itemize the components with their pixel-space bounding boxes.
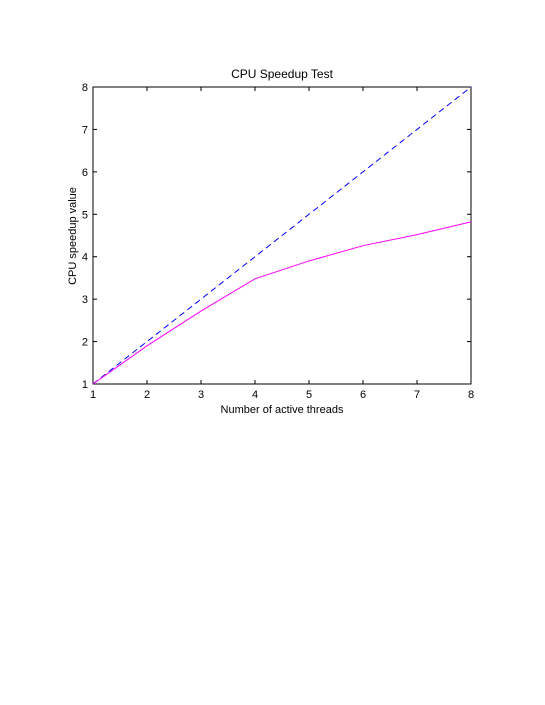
x-tick-label: 5 <box>306 389 312 401</box>
x-tick-label: 3 <box>198 389 204 401</box>
axes-box <box>92 86 472 385</box>
series-line-1 <box>92 86 472 385</box>
x-tick-label: 2 <box>144 389 150 401</box>
y-tick-label: 8 <box>82 82 88 94</box>
y-tick-label: 2 <box>82 337 88 349</box>
y-tick-label: 3 <box>82 294 88 306</box>
x-tick-label: 7 <box>414 389 420 401</box>
y-tick-label: 7 <box>82 124 88 136</box>
y-tick-label: 6 <box>82 167 88 179</box>
x-tick-label: 8 <box>468 389 474 401</box>
x-tick-label: 4 <box>252 389 258 401</box>
chart-title: CPU Speedup Test <box>231 67 334 81</box>
y-tick-label: 1 <box>82 379 88 391</box>
x-axis-label: Number of active threads <box>221 404 344 416</box>
x-tick-label: 1 <box>90 389 96 401</box>
y-axis-label: CPU speedup value <box>67 187 79 285</box>
plot-area: 1 2 3 4 5 6 7 8 1 2 3 4 5 6 7 8 <box>82 82 474 401</box>
y-tick-label: 5 <box>82 209 88 221</box>
series-line-2 <box>92 221 472 385</box>
x-tick-label: 6 <box>360 389 366 401</box>
y-tick-label: 4 <box>82 252 88 264</box>
